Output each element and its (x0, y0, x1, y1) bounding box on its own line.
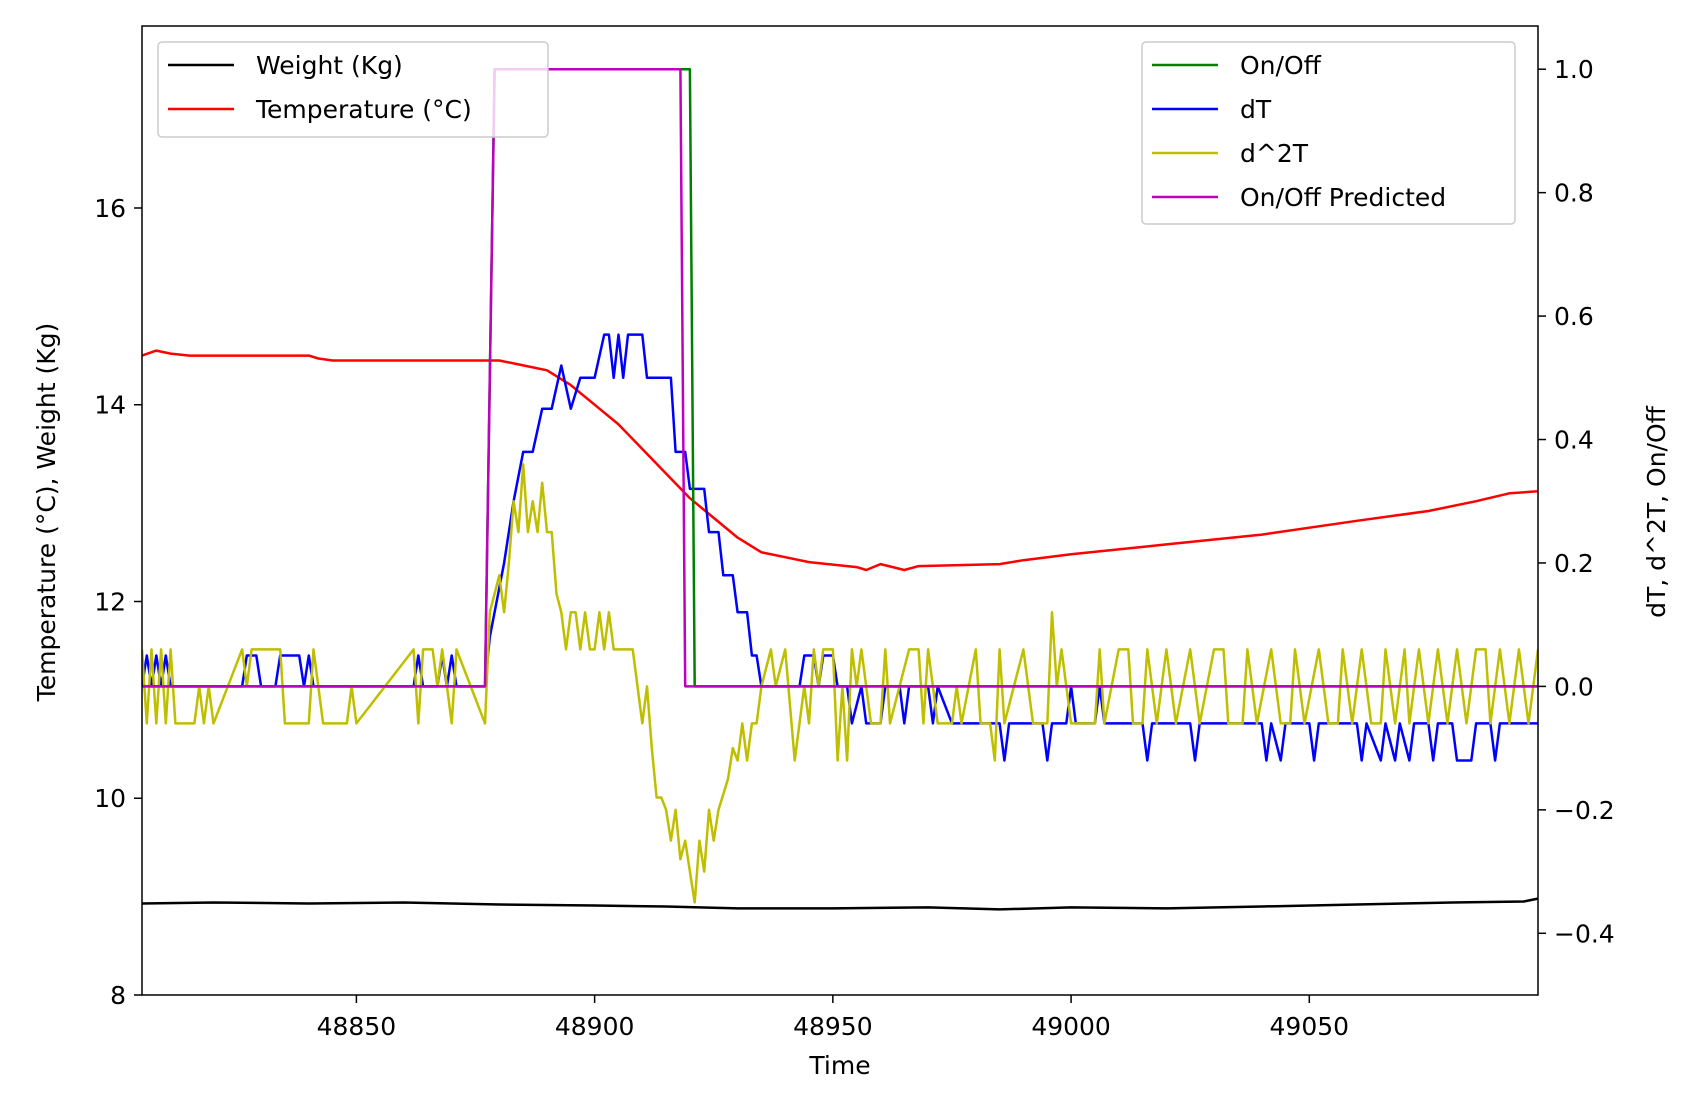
series-layer (142, 67, 1538, 911)
x-axis-label: Time (808, 1051, 870, 1080)
legend-left-frame (157, 41, 549, 138)
right-tick-label: 0.6 (1554, 302, 1594, 331)
left-tick-label: 10 (94, 784, 126, 813)
left-tick-label: 12 (94, 587, 126, 616)
left-y-axis: 8 10 12 14 16 (94, 194, 142, 1010)
legend-left-label-temperature: Temperature (°C) (255, 95, 472, 124)
left-tick-label: 16 (94, 194, 126, 223)
legend-right-label-onoff: On/Off (1240, 51, 1322, 80)
right-tick-label: −0.4 (1554, 919, 1615, 948)
right-tick-label: 1.0 (1554, 55, 1594, 84)
x-tick-label: 48950 (793, 1012, 873, 1041)
series-line-d-2t (142, 462, 1538, 904)
series-line-temperature-c (142, 349, 1538, 572)
legend-right: On/Off dT d^2T On/Off Predicted (1141, 41, 1516, 225)
plot-frame (141, 25, 1539, 996)
x-tick-label: 48900 (555, 1012, 635, 1041)
right-tick-label: −0.2 (1554, 796, 1615, 825)
x-tick-label: 48850 (317, 1012, 397, 1041)
series-line-on-off-predicted (142, 67, 1538, 688)
series-line-weight-kg (142, 897, 1538, 911)
legend-right-label-dt: dT (1240, 95, 1272, 124)
x-axis: 48850 48900 48950 49000 49050 (317, 995, 1349, 1041)
legend-left: Weight (Kg) Temperature (°C) (157, 41, 549, 138)
right-tick-label: 0.2 (1554, 549, 1594, 578)
left-y-axis-label: Temperature (°C), Weight (Kg) (32, 323, 61, 702)
legend-right-label-predicted: On/Off Predicted (1240, 183, 1446, 212)
left-tick-label: 14 (94, 391, 126, 420)
right-y-axis-label: dT, d^2T, On/Off (1642, 405, 1671, 618)
right-tick-label: 0.4 (1554, 426, 1594, 455)
right-tick-label: 0.0 (1554, 672, 1594, 701)
left-tick-label: 8 (110, 981, 126, 1010)
right-tick-label: 0.8 (1554, 179, 1594, 208)
legend-right-label-d2t: d^2T (1240, 139, 1309, 168)
x-tick-label: 49050 (1270, 1012, 1350, 1041)
x-tick-label: 49000 (1031, 1012, 1111, 1041)
right-y-axis: −0.4 −0.2 0.0 0.2 0.4 0.6 0.8 1.0 (1538, 55, 1615, 948)
legend-left-label-weight: Weight (Kg) (256, 51, 403, 80)
legend-right-frame (1141, 41, 1516, 225)
